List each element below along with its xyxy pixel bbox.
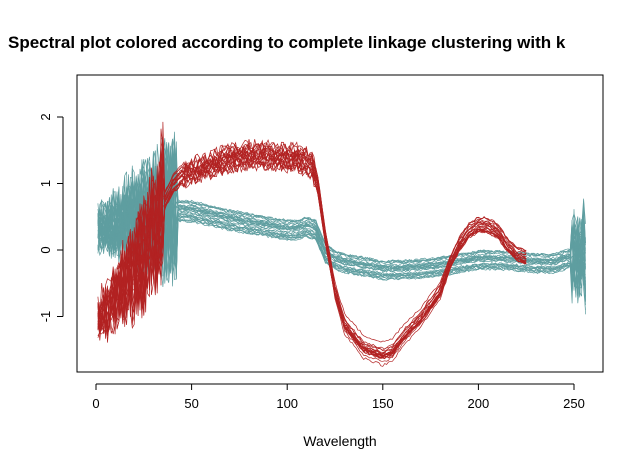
- x-tick-label-4: 200: [468, 396, 490, 411]
- x-tick-label-1: 50: [184, 396, 198, 411]
- y-tick-label-2: 1: [38, 180, 53, 187]
- y-tick-label-0: -1: [38, 311, 53, 323]
- x-axis-label: Wavelength: [303, 433, 376, 449]
- chart-title: Spectral plot colored according to compl…: [8, 33, 566, 52]
- x-tick-label-5: 250: [563, 396, 585, 411]
- x-tick-label-0: 0: [92, 396, 99, 411]
- x-axis: 0 50 100 150 200 250: [92, 384, 584, 411]
- x-tick-label-2: 100: [276, 396, 298, 411]
- x-tick-label-3: 150: [372, 396, 394, 411]
- y-tick-label-3: 2: [38, 113, 53, 120]
- y-axis: -1 0 1 2: [38, 113, 63, 322]
- series-layer: [98, 122, 586, 367]
- y-tick-label-1: 0: [38, 246, 53, 253]
